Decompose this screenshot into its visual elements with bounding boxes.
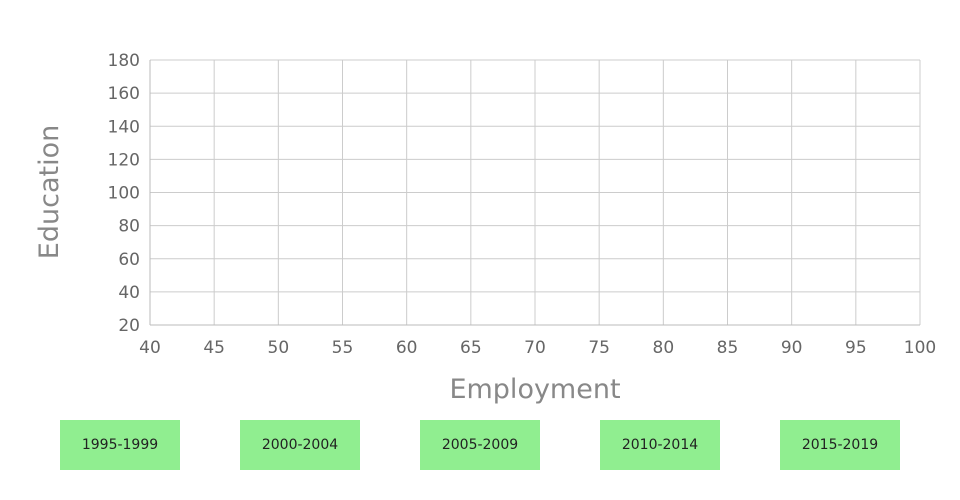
x-tick-label: 80 — [653, 338, 675, 358]
x-axis-title: Employment — [449, 374, 620, 405]
grid — [149, 59, 921, 326]
x-tick-label: 45 — [203, 338, 225, 358]
x-tick-label: 85 — [717, 338, 739, 358]
x-tick-label: 100 — [904, 338, 936, 358]
x-tick-label: 95 — [845, 338, 867, 358]
y-tick-label: 180 — [108, 51, 140, 71]
x-tick-label: 90 — [781, 338, 803, 358]
y-tick-label: 60 — [118, 250, 140, 270]
period-button-bar: 1995-1999 2000-2004 2005-2009 2010-2014 … — [60, 420, 900, 470]
x-tick-label: 40 — [139, 338, 161, 358]
y-tick-label: 80 — [118, 217, 140, 237]
period-button-2010-2014[interactable]: 2010-2014 — [600, 420, 720, 470]
x-tick-label: 50 — [268, 338, 290, 358]
period-button-2000-2004[interactable]: 2000-2004 — [240, 420, 360, 470]
period-button-1995-1999[interactable]: 1995-1999 — [60, 420, 180, 470]
y-axis-ticks: 20 40 60 80 100 120 140 160 180 — [108, 51, 140, 336]
y-tick-label: 40 — [118, 283, 140, 303]
scatter-chart: 40 45 50 55 60 65 70 75 80 85 90 95 100 204060801001… — [34, 51, 936, 405]
period-button-2015-2019[interactable]: 2015-2019 — [780, 420, 900, 470]
y-tick-label: 140 — [108, 117, 140, 137]
x-tick-label: 60 — [396, 338, 418, 358]
x-tick-label: 70 — [524, 338, 546, 358]
x-tick-label: 55 — [332, 338, 354, 358]
y-tick-label: 120 — [108, 150, 140, 170]
axes — [149, 60, 920, 326]
period-button-2005-2009[interactable]: 2005-2009 — [420, 420, 540, 470]
y-tick-label: 160 — [108, 84, 140, 104]
y-tick-label: 20 — [118, 316, 140, 336]
y-axis-title: Education — [34, 125, 65, 259]
x-tick-label: 75 — [588, 338, 610, 358]
x-tick-label: 65 — [460, 338, 482, 358]
x-axis-ticks: 40 45 50 55 60 65 70 75 80 85 90 95 100 — [139, 338, 936, 358]
y-tick-label: 100 — [108, 184, 140, 204]
